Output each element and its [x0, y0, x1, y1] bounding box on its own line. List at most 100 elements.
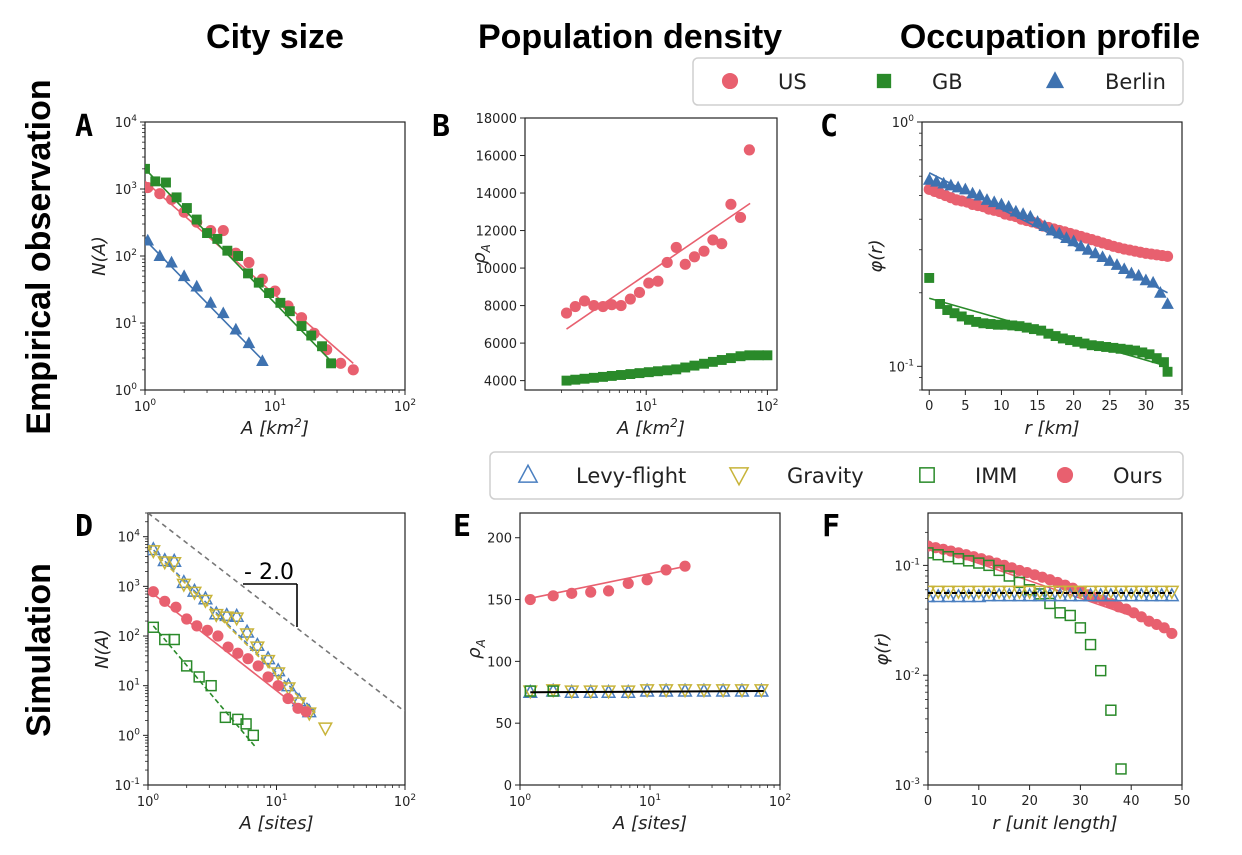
point-imm — [1003, 570, 1015, 582]
slope-annotation: - 2.0 — [244, 560, 294, 585]
point-levy-flight — [166, 552, 182, 567]
point-us — [643, 277, 655, 289]
point-gb — [1137, 347, 1148, 358]
plot-frame — [519, 512, 781, 786]
point-gb — [643, 367, 654, 378]
point-berlin — [922, 173, 936, 185]
panel-e: E 100 101 102 0 50 100 150 200 A [sites] ρA — [453, 509, 791, 834]
y-tick-label: 10-3 — [894, 777, 920, 794]
point-levy-flight — [1083, 587, 1099, 602]
point-us — [335, 357, 347, 369]
point-ours — [1166, 627, 1178, 640]
x-axis-label: r [km] — [1024, 418, 1079, 439]
point-levy-flight — [940, 588, 956, 603]
point-ours — [679, 560, 691, 572]
y-tick-label: 100 — [115, 382, 138, 399]
x-tick-label: 10 — [971, 794, 988, 809]
x-tick-label: 25 — [1102, 399, 1119, 414]
legend-entry-gravity: Gravity — [728, 464, 864, 488]
point-levy-flight — [1052, 587, 1068, 602]
panel-letter-c: C — [820, 109, 838, 144]
point-berlin — [987, 195, 1001, 208]
series-gb — [145, 163, 337, 369]
point-berlin — [937, 176, 950, 189]
point-berlin — [1045, 223, 1059, 236]
legend-marker-us — [721, 72, 739, 90]
point-gb — [616, 370, 626, 380]
point-levy-flight — [1103, 587, 1119, 602]
point-imm — [1054, 607, 1066, 619]
point-berlin — [1154, 286, 1167, 298]
x-tick-label: 15 — [1029, 399, 1046, 414]
point-imm — [180, 660, 193, 672]
point-gb — [598, 371, 608, 382]
point-gb — [253, 277, 264, 288]
x-tick-label: 5 — [961, 399, 969, 414]
point-berlin — [229, 322, 243, 335]
point-gb — [634, 368, 645, 379]
point-ours — [300, 706, 312, 718]
plot-frame — [927, 512, 1183, 786]
point-berlin — [1089, 246, 1102, 259]
point-berlin — [1052, 226, 1066, 239]
point-levy-flight — [658, 682, 674, 697]
point-gb — [1144, 349, 1155, 360]
point-gb — [662, 365, 673, 376]
point-us — [633, 286, 646, 299]
point-berlin — [1038, 219, 1052, 232]
point-gravity — [317, 722, 333, 737]
y-tick-label: 6000 — [484, 337, 517, 352]
point-levy-flight — [239, 623, 255, 638]
x-tick-label: 50 — [1174, 794, 1191, 809]
point-berlin — [973, 188, 987, 201]
point-gb — [264, 288, 275, 298]
point-berlin — [1117, 262, 1131, 275]
slope-reference-line — [148, 513, 405, 713]
point-gb — [1057, 333, 1068, 344]
y-tick-label: 200 — [487, 532, 512, 547]
y-tick-label: 4000 — [484, 375, 517, 390]
x-tick-label: 100 — [134, 398, 157, 415]
point-gravity — [545, 684, 561, 699]
point-gb — [762, 350, 773, 361]
point-gravity — [971, 585, 987, 600]
plot-area — [145, 163, 359, 376]
point-levy-flight — [1133, 587, 1149, 602]
x-tick-label: 100 — [137, 793, 160, 810]
point-gravity — [219, 611, 235, 626]
point-us — [679, 258, 691, 270]
point-berlin — [1103, 254, 1117, 266]
point-berlin — [145, 233, 155, 246]
point-berlin — [1002, 199, 1015, 212]
legend-marker-gb — [876, 73, 892, 89]
point-berlin — [1081, 243, 1095, 255]
x-tick-label: 20 — [1021, 794, 1038, 809]
point-gb — [181, 203, 192, 213]
point-gb — [1036, 325, 1047, 336]
point-ours — [222, 641, 234, 653]
legend-marker-berlin — [1045, 71, 1065, 89]
point-gb — [707, 356, 718, 367]
point-levy-flight — [1042, 587, 1058, 602]
point-levy-flight — [1022, 587, 1038, 602]
point-gb — [725, 353, 736, 364]
legend-entry-gb: GB — [876, 70, 963, 94]
point-us — [652, 275, 664, 287]
x-tick-label: 35 — [1174, 399, 1191, 414]
point-gravity — [166, 556, 182, 571]
plot-frame — [921, 121, 1183, 391]
point-us — [698, 245, 710, 257]
point-berlin — [216, 306, 230, 319]
point-levy-flight — [260, 650, 276, 665]
point-gravity — [157, 556, 173, 571]
point-ours — [524, 593, 536, 606]
row-title-simulation: Simulation — [20, 563, 58, 737]
point-gravity — [1042, 585, 1058, 600]
point-gravity — [239, 628, 255, 643]
legend-entry-levy-flight: Levy-flight — [517, 463, 686, 488]
y-tick-label: 10-1 — [114, 777, 140, 794]
y-axis-label: N(A) — [92, 629, 113, 669]
point-us — [588, 300, 600, 312]
point-imm — [1105, 704, 1117, 716]
point-berlin — [1024, 209, 1037, 222]
